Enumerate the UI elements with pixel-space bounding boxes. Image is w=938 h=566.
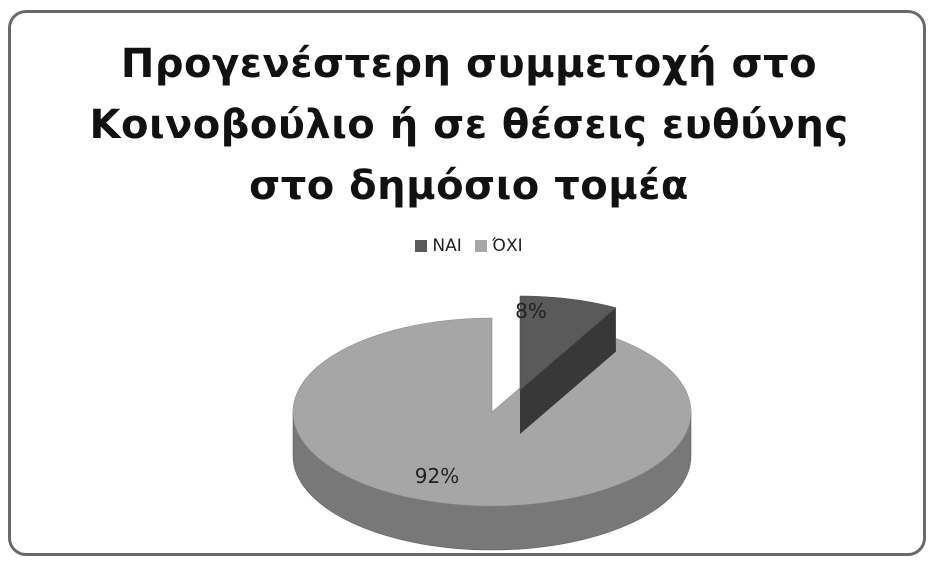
- data-label-yes: 8%: [515, 299, 547, 323]
- slice-yes-top: [519, 295, 617, 391]
- slice-yes-face-1: [520, 307, 616, 434]
- legend-label-yes: ΝΑΙ: [432, 236, 462, 256]
- legend-swatch-no: [475, 240, 488, 252]
- legend-label-no: ΌΧΙ: [492, 236, 523, 256]
- chart-title-line-1: Προγενέστερη συμμετοχή στο: [120, 41, 818, 87]
- data-label-no: 92%: [415, 464, 459, 488]
- legend-item-no: ΌΧΙ: [475, 236, 523, 256]
- legend-item-yes: ΝΑΙ: [415, 236, 462, 256]
- legend-swatch-yes: [415, 240, 428, 252]
- chart-legend: ΝΑΙ ΌΧΙ: [0, 236, 938, 257]
- chart-title-line-3: στο δημόσιο τομέα: [249, 163, 689, 209]
- chart-title: Προγενέστερη συμμετοχή στο Κοινοβούλιο ή…: [0, 34, 938, 217]
- slice-no-top: [292, 317, 692, 507]
- chart-title-line-2: Κοινοβούλιο ή σε θέσεις ευθύνης: [89, 102, 849, 148]
